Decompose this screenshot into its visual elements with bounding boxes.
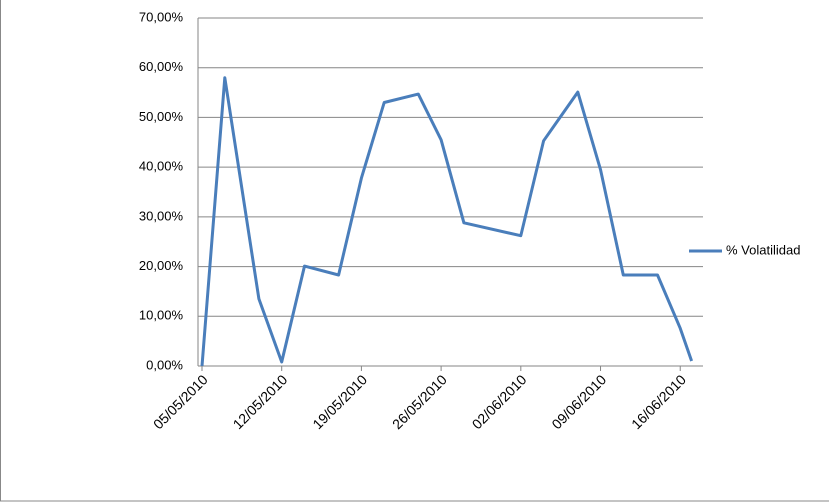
y-tick-label: 40,00% — [139, 159, 184, 174]
legend-label: % Volatilidad — [726, 242, 800, 257]
y-tick-label: 70,00% — [139, 9, 184, 24]
y-tick-label: 50,00% — [139, 109, 184, 124]
y-tick-label: 60,00% — [139, 59, 184, 74]
y-tick-label: 20,00% — [139, 258, 184, 273]
y-tick-label: 0,00% — [146, 357, 183, 372]
data-line — [200, 76, 694, 367]
y-tick-label: 10,00% — [139, 308, 184, 323]
y-tick-label: 30,00% — [139, 208, 184, 223]
